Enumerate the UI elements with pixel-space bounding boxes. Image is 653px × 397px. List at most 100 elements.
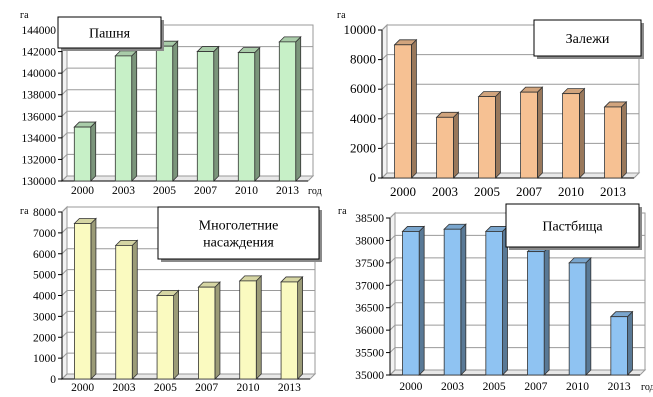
bar-front	[443, 228, 462, 376]
gridline-diag	[389, 279, 396, 286]
x-tick-label: 2007	[194, 185, 217, 197]
bar-side	[214, 281, 221, 380]
bar-side	[213, 45, 220, 182]
gridline-diag	[61, 352, 68, 359]
gridline-diag	[61, 110, 68, 117]
bar-2003	[435, 111, 460, 179]
gridline-diag	[61, 206, 68, 213]
bar-front	[156, 295, 174, 380]
bar-2003	[443, 223, 467, 376]
x-unit-label: год	[308, 186, 322, 197]
gridline-diag	[389, 369, 396, 376]
y-tick-label: 132000	[22, 154, 57, 166]
y-tick-label: 4000	[33, 291, 56, 303]
chart-title-line: Многолетние	[199, 218, 279, 233]
bar-2000	[401, 225, 426, 376]
gridline-diag	[61, 311, 68, 317]
y-tick-label: 10000	[344, 22, 377, 37]
gridline-diag	[61, 248, 68, 255]
bar-side	[90, 121, 97, 182]
bar-front	[74, 223, 92, 380]
bar-side	[131, 239, 138, 380]
y-unit-label: га	[337, 10, 346, 21]
title-box	[533, 19, 642, 57]
y-tick-label: 4000	[350, 111, 376, 126]
x-tick-label: 2007	[516, 184, 543, 199]
gridline-diag	[381, 172, 388, 179]
gridline-diag	[389, 257, 396, 264]
bar-side	[621, 100, 627, 179]
chart-floor	[60, 175, 315, 182]
gridline-diag	[381, 24, 388, 31]
bar-side	[494, 90, 501, 179]
bar-front	[237, 52, 256, 182]
x-tick-label: 2005	[483, 381, 506, 393]
gridline-diag	[381, 83, 388, 90]
y-tick-label: 38000	[355, 235, 384, 247]
chart-title: Пастбища	[542, 219, 603, 234]
y-tick-label: 1000	[33, 353, 56, 365]
x-tick-label: 2005	[153, 185, 176, 197]
bar-side	[297, 275, 304, 380]
bar-front	[520, 91, 538, 179]
bar-front	[527, 251, 545, 376]
bar-side	[543, 245, 550, 376]
gridline-diag	[61, 290, 68, 296]
title-box	[57, 16, 162, 49]
gridline-diag	[389, 235, 396, 241]
y-tick-label: 142000	[22, 47, 57, 59]
x-tick-label: 2013	[278, 382, 301, 394]
bar-front	[196, 51, 215, 182]
bar-side	[502, 225, 508, 376]
bar-front	[239, 280, 257, 380]
chart-panel-2: 0 2000 4000 6000 8000 10000 2000 2003 2005 2007 20…	[337, 10, 644, 199]
x-tick-label: 2003	[113, 382, 136, 394]
y-tick-label: 8000	[350, 52, 376, 67]
x-tick-label: 2010	[558, 184, 584, 199]
bar-side	[627, 310, 633, 376]
gridline-diag	[61, 331, 68, 338]
gridline-diag	[61, 154, 68, 160]
bar-side	[418, 225, 425, 376]
x-tick-label: 2003	[441, 381, 464, 393]
y-tick-label: 144000	[22, 25, 57, 37]
gridline-diag	[381, 113, 388, 120]
bar-2005	[477, 90, 502, 179]
bar-side	[255, 274, 262, 380]
x-tick-label: 2010	[237, 382, 260, 394]
bar-side	[131, 49, 138, 182]
gridline-diag	[61, 175, 68, 182]
y-tick-label: 0	[370, 170, 377, 185]
gridline-diag	[61, 89, 68, 96]
bar-side	[295, 35, 302, 182]
gridline-diag	[61, 227, 68, 234]
gridline-diag	[389, 347, 396, 353]
y-tick-label: 2000	[350, 140, 376, 155]
x-tick-label: 2003	[432, 184, 458, 199]
bar-front	[280, 281, 299, 380]
gridline-diag	[61, 269, 68, 275]
bar-side	[173, 289, 180, 380]
bar-front	[115, 244, 133, 380]
x-tick-label: 2005	[154, 382, 177, 394]
bar-front	[278, 41, 297, 182]
bar-2010	[237, 46, 261, 182]
bar-2005	[155, 40, 179, 182]
y-tick-label: 38500	[355, 213, 384, 225]
bar-2003	[114, 239, 139, 380]
y-unit-label: га	[338, 206, 347, 217]
chart-floor	[380, 172, 641, 179]
x-tick-label: 2010	[235, 185, 258, 197]
bar-2005	[484, 225, 509, 376]
x-tick-label: 2013	[608, 381, 631, 393]
gridline-diag	[61, 132, 68, 139]
bar-side	[452, 111, 459, 179]
chart-floor	[60, 373, 317, 380]
y-tick-label: 6000	[33, 249, 56, 261]
chart-title-line: насаждения	[203, 235, 274, 250]
y-tick-label: 36000	[355, 325, 384, 337]
bar-2013	[609, 310, 634, 376]
bar-front	[73, 126, 92, 182]
bar-2000	[393, 38, 418, 179]
bar-2007	[197, 281, 221, 380]
